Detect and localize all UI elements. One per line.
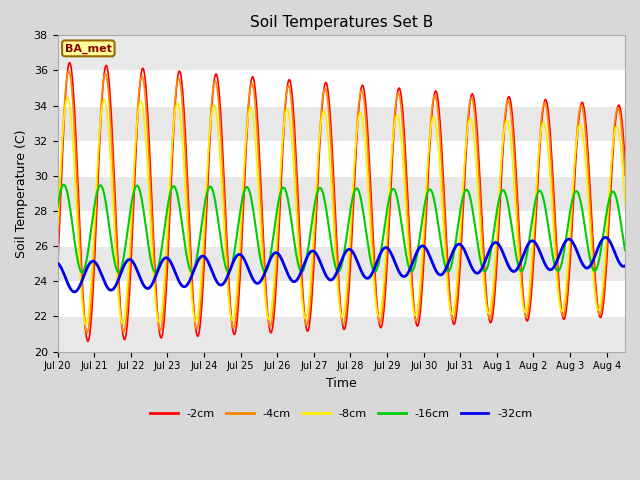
X-axis label: Time: Time bbox=[326, 377, 356, 390]
-8cm bbox=[605, 191, 613, 197]
Line: -16cm: -16cm bbox=[58, 185, 625, 272]
-16cm bbox=[315, 186, 323, 192]
-8cm bbox=[54, 225, 61, 231]
-32cm bbox=[54, 260, 61, 266]
-16cm bbox=[501, 189, 509, 195]
-2cm bbox=[605, 217, 613, 223]
Line: -2cm: -2cm bbox=[58, 63, 625, 341]
Y-axis label: Soil Temperature (C): Soil Temperature (C) bbox=[15, 129, 28, 258]
Bar bbox=[58, 141, 625, 176]
-16cm bbox=[605, 197, 613, 203]
Line: -4cm: -4cm bbox=[58, 71, 625, 333]
-16cm bbox=[605, 198, 612, 204]
Bar bbox=[58, 176, 625, 211]
Bar bbox=[58, 211, 625, 246]
-2cm bbox=[315, 156, 323, 162]
-2cm bbox=[621, 157, 629, 163]
-32cm bbox=[330, 275, 337, 281]
Legend: -2cm, -4cm, -8cm, -16cm, -32cm: -2cm, -4cm, -8cm, -16cm, -32cm bbox=[146, 405, 537, 423]
-32cm bbox=[70, 289, 78, 295]
-4cm bbox=[83, 330, 91, 336]
-16cm bbox=[78, 269, 86, 275]
-2cm bbox=[83, 336, 91, 342]
-8cm bbox=[82, 322, 90, 327]
-8cm bbox=[63, 95, 71, 100]
Line: -8cm: -8cm bbox=[58, 97, 625, 324]
-32cm bbox=[605, 237, 613, 243]
-32cm bbox=[500, 254, 508, 260]
-16cm bbox=[54, 204, 61, 210]
-32cm bbox=[315, 255, 323, 261]
-2cm bbox=[84, 338, 92, 344]
-4cm bbox=[83, 330, 91, 336]
-32cm bbox=[621, 263, 629, 269]
-4cm bbox=[605, 206, 612, 212]
Bar bbox=[58, 71, 625, 106]
-4cm bbox=[605, 201, 613, 207]
-4cm bbox=[621, 173, 629, 179]
-2cm bbox=[66, 60, 74, 66]
-4cm bbox=[330, 201, 338, 207]
-4cm bbox=[65, 68, 72, 74]
-16cm bbox=[621, 247, 629, 253]
Bar bbox=[58, 246, 625, 281]
-16cm bbox=[60, 182, 68, 188]
-4cm bbox=[501, 113, 509, 119]
Bar bbox=[58, 316, 625, 351]
-16cm bbox=[330, 258, 338, 264]
-2cm bbox=[605, 222, 612, 228]
Bar bbox=[58, 36, 625, 71]
-4cm bbox=[315, 143, 323, 148]
-32cm bbox=[602, 235, 609, 240]
-32cm bbox=[605, 237, 612, 243]
-8cm bbox=[621, 202, 629, 207]
-8cm bbox=[83, 319, 91, 325]
-2cm bbox=[54, 267, 61, 273]
Bar bbox=[58, 106, 625, 141]
-8cm bbox=[605, 195, 612, 201]
-8cm bbox=[315, 142, 323, 147]
-2cm bbox=[330, 182, 338, 188]
-2cm bbox=[501, 119, 509, 125]
Title: Soil Temperatures Set B: Soil Temperatures Set B bbox=[250, 15, 433, 30]
-16cm bbox=[83, 254, 91, 260]
Bar bbox=[58, 281, 625, 316]
-8cm bbox=[501, 123, 509, 129]
Text: BA_met: BA_met bbox=[65, 43, 112, 53]
-8cm bbox=[330, 230, 338, 236]
Line: -32cm: -32cm bbox=[58, 238, 625, 292]
-4cm bbox=[54, 244, 61, 250]
-32cm bbox=[83, 266, 91, 272]
